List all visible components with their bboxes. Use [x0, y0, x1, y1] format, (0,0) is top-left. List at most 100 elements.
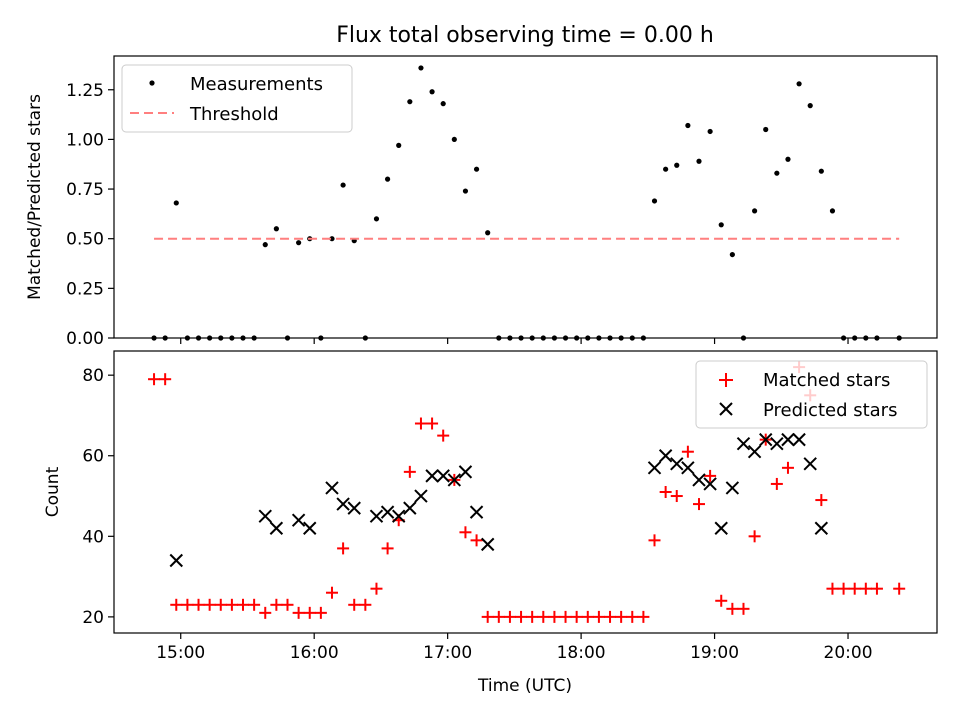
matched-stars-point	[737, 602, 750, 615]
measurement-point	[729, 251, 735, 258]
legend-box	[121, 64, 353, 133]
matched-stars-point	[870, 582, 883, 595]
predicted-stars-point	[647, 461, 662, 475]
matched-stars-point	[159, 373, 172, 386]
predicted-stars-point	[436, 469, 450, 483]
predicted-stars-point	[770, 436, 784, 451]
matched-stars-point	[325, 586, 338, 599]
bottom-chart-x-axis: 15:00 16:00 17:00 18:00 19:00 20:00	[156, 633, 873, 663]
top-ytick-label: 0.75	[66, 180, 104, 200]
bottom-ytick-label: 20	[82, 608, 104, 628]
matched-stars-point	[381, 542, 394, 555]
predicted-stars-point	[403, 501, 417, 515]
matched-stars-point	[848, 582, 861, 595]
matched-stars-point	[815, 494, 828, 507]
matched-stars-point	[337, 542, 350, 555]
measurement-point	[707, 128, 713, 135]
measurement-point	[407, 99, 413, 105]
measurement-point	[696, 158, 702, 164]
matched-stars-point	[203, 598, 216, 611]
top-chart-y-axis: 0.00 0.25 0.50 0.75 1.00 1.25	[66, 81, 114, 349]
legend-matched-marker	[719, 373, 733, 387]
bottom-ytick-label: 40	[82, 527, 104, 547]
matched-stars-point	[659, 486, 672, 498]
predicted-stars-point	[792, 432, 806, 447]
matched-stars-point	[637, 610, 650, 623]
matched-stars-point	[348, 598, 361, 611]
predicted-stars-point	[747, 445, 762, 459]
top-ytick-label: 0.00	[66, 329, 104, 349]
measurement-point	[262, 242, 268, 248]
predicted-stars-point	[703, 477, 717, 491]
measurement-point	[429, 89, 435, 95]
matched-stars-point	[592, 610, 605, 623]
measurement-point	[485, 230, 491, 236]
matched-stars-point	[626, 610, 639, 623]
top-chart-panel: Matched/Predicted stars 0.00 0.25 0.50 0.75…	[25, 55, 938, 349]
measurement-point	[462, 188, 469, 194]
measurement-point	[329, 236, 335, 242]
predicted-stars-point	[736, 436, 751, 451]
matched-stars-point	[148, 373, 161, 386]
measurement-point	[674, 162, 680, 168]
matched-stars-point	[303, 606, 316, 619]
bottom-chart-panel: Count Time (UTC) 20 40 60 80 15:00 16:00 17:0…	[43, 350, 938, 696]
matched-stars-point	[459, 526, 472, 539]
predicted-stars-point	[336, 497, 350, 511]
measurement-point	[718, 222, 724, 228]
measurement-point	[440, 101, 446, 107]
matched-stars-point	[292, 606, 305, 619]
matched-stars-point	[893, 582, 906, 595]
predicted-stars-point	[392, 509, 406, 523]
predicted-stars-point	[725, 481, 740, 495]
bottom-chart-ylabel: Count	[43, 466, 63, 517]
matched-stars-point	[248, 598, 261, 611]
measurement-point	[796, 81, 802, 87]
matched-stars-point	[359, 598, 372, 611]
measurement-point	[651, 198, 658, 204]
predicted-stars-point	[303, 521, 317, 535]
measurement-point	[818, 168, 824, 174]
legend-predicted-marker	[719, 402, 733, 416]
matched-stars-point	[270, 598, 283, 611]
matched-stars-point	[548, 610, 561, 623]
bottom-xtick-label: 16:00	[290, 643, 339, 663]
top-ytick-label: 1.00	[66, 130, 104, 150]
measurement-point	[396, 142, 402, 148]
bottom-xtick-label: 20:00	[824, 643, 873, 663]
predicted-stars-point	[803, 457, 817, 471]
measurement-point	[685, 122, 691, 129]
matched-stars-point	[559, 610, 572, 623]
predicted-stars-point	[414, 489, 428, 503]
legend-box	[695, 360, 928, 429]
matched-stars-point	[715, 594, 728, 607]
predicted-stars-point	[458, 465, 473, 479]
legend-threshold-label: Threshold	[189, 104, 279, 125]
matched-stars-point	[615, 610, 628, 623]
bottom-chart-plot-area	[148, 361, 906, 623]
matched-stars-point	[414, 417, 427, 430]
top-chart-frame	[113, 55, 938, 339]
matched-stars-point	[648, 534, 661, 547]
predicted-stars-point	[714, 521, 728, 535]
measurement-point	[384, 176, 391, 182]
predicted-stars-point	[447, 473, 462, 487]
predicted-stars-point	[369, 509, 384, 523]
matched-stars-point	[281, 598, 294, 611]
matched-stars-point	[259, 606, 272, 619]
matched-stars-point	[192, 598, 205, 611]
matched-stars-point	[826, 582, 839, 595]
measurement-point	[785, 156, 791, 162]
matched-stars-point	[781, 461, 794, 474]
legend-predicted-label: Predicted stars	[763, 400, 897, 421]
bottom-xtick-label: 19:00	[690, 643, 739, 663]
measurement-point	[173, 200, 179, 206]
predicted-stars-point	[814, 521, 829, 535]
matched-stars-point	[437, 429, 450, 442]
matched-stars-point	[537, 610, 550, 623]
bottom-ytick-label: 80	[82, 366, 104, 386]
predicted-stars-point	[291, 513, 306, 527]
matched-stars-point	[692, 498, 705, 511]
matched-stars-point	[670, 490, 683, 503]
bottom-ytick-label: 60	[82, 447, 104, 467]
